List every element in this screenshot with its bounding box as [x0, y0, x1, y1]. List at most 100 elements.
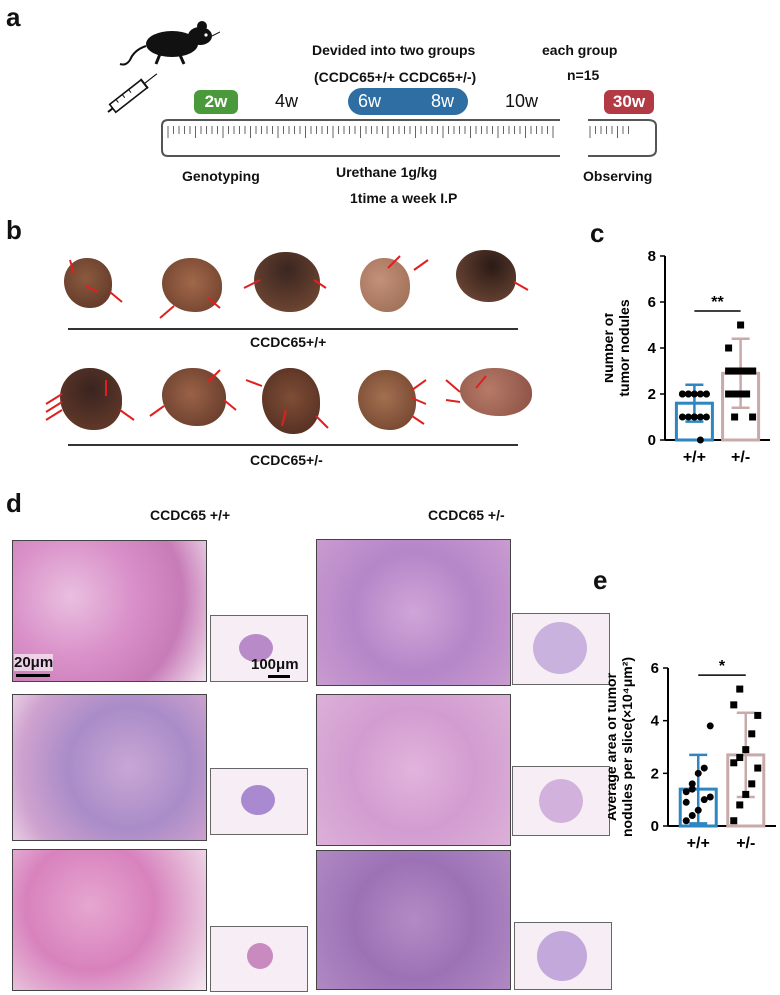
- data-point: [748, 780, 756, 788]
- y-tick-label: 8: [648, 248, 656, 265]
- data-point: [682, 798, 690, 806]
- data-point: [684, 390, 692, 398]
- week-4-label: 4w: [275, 91, 299, 111]
- observing-label: Observing: [583, 168, 653, 184]
- data-point: [678, 390, 686, 398]
- liver-photo: [358, 370, 416, 430]
- significance-marker: *: [719, 658, 726, 675]
- y-tick-label: 0: [651, 818, 659, 835]
- y-axis-label-line2: nodules per slice(×10⁴μm²): [619, 657, 635, 837]
- panel-letter-d: d: [6, 488, 22, 518]
- x-tick-label: +/+: [683, 449, 706, 466]
- liver-photos: [40, 240, 540, 480]
- data-point: [690, 413, 698, 421]
- n-text: n=15: [567, 67, 600, 83]
- histology-thumbnail: [210, 768, 308, 835]
- data-point: [688, 785, 696, 793]
- chart-c: 0 2 4 6 8 Number of tumor nodules +/+ +/- **: [600, 242, 780, 472]
- data-point: [749, 413, 757, 421]
- histology-thumbnail: [512, 613, 610, 685]
- histology-thumbnail: [512, 766, 610, 836]
- data-point: [706, 722, 714, 730]
- scale-bar-20um-label: 20μm: [14, 654, 54, 671]
- urethane-label: Urethane 1g/kg: [336, 164, 438, 180]
- liver-photo: [60, 368, 122, 430]
- y-axis-label-line1: Number of: [605, 313, 616, 383]
- liver-photo: [162, 258, 222, 312]
- row2-divider: [68, 444, 518, 446]
- groups-text-line1: Devided into two groups: [312, 42, 476, 58]
- data-point: [706, 793, 714, 801]
- data-point: [730, 701, 738, 709]
- data-point: [748, 730, 756, 738]
- genotyping-label: Genotyping: [182, 168, 260, 184]
- week-10-label: 10w: [505, 91, 539, 111]
- chart-e: 0 2 4 6 Average area of tumor nodules per sli…: [603, 610, 780, 858]
- data-point: [682, 817, 690, 825]
- liver-photo: [460, 368, 532, 416]
- timeline-ruler: [160, 118, 660, 158]
- panel-letter-c: c: [590, 218, 605, 248]
- data-point: [742, 746, 750, 754]
- data-point: [684, 413, 692, 421]
- histology-thumbnail: [210, 926, 308, 992]
- histology-image: [12, 694, 207, 841]
- scale-bar-100um-label: 100μm: [251, 656, 299, 673]
- tumor-arrows: [45, 255, 529, 429]
- histology-image: [316, 850, 511, 990]
- x-tick-label: +/-: [736, 835, 755, 852]
- data-point: [743, 367, 751, 375]
- data-point: [742, 790, 750, 798]
- data-point: [749, 367, 757, 375]
- y-tick-label: 4: [651, 713, 660, 730]
- data-point: [737, 367, 745, 375]
- data-point: [725, 367, 733, 375]
- bar: [674, 401, 714, 442]
- data-point: [700, 764, 708, 772]
- data-point: [696, 390, 704, 398]
- data-point: [696, 436, 704, 444]
- y-tick-label: 4: [648, 340, 657, 357]
- panel-letter-b: b: [6, 215, 22, 245]
- data-point: [736, 754, 744, 762]
- week-2-badge: 2w: [194, 90, 238, 114]
- histology-wt-title: CCDC65 +/+: [150, 507, 231, 523]
- data-point: [725, 344, 733, 352]
- data-point: [754, 711, 762, 719]
- scale-bar-100um: [268, 675, 290, 678]
- histology-image: [316, 539, 511, 686]
- ccdc65-wt-label: CCDC65+/+: [250, 334, 327, 350]
- data-point: [754, 764, 762, 772]
- data-point: [743, 390, 751, 398]
- data-point: [737, 390, 745, 398]
- panel-letter-a: a: [6, 2, 21, 32]
- data-point: [731, 413, 739, 421]
- row1-divider: [68, 328, 518, 330]
- data-point: [690, 390, 698, 398]
- week-30-badge: 30w: [604, 90, 654, 114]
- histology-thumbnail: [210, 615, 308, 682]
- significance-marker: **: [711, 294, 724, 311]
- schedule-label: 1time a week I.P: [350, 190, 458, 206]
- data-point: [730, 817, 738, 825]
- data-point: [731, 367, 739, 375]
- panel-letter-e: e: [593, 565, 608, 595]
- y-tick-label: 6: [651, 660, 659, 677]
- liver-photo: [360, 258, 410, 312]
- data-point: [725, 390, 733, 398]
- data-point: [682, 788, 690, 796]
- liver-photo: [162, 368, 226, 426]
- data-point: [702, 413, 710, 421]
- y-axis-label-line1: Average area of tumor: [608, 672, 619, 821]
- histology-image: [316, 694, 511, 846]
- x-tick-label: +/+: [687, 835, 710, 852]
- data-point: [737, 321, 745, 329]
- data-point: [694, 769, 702, 777]
- data-point: [736, 685, 744, 693]
- y-tick-label: 2: [648, 386, 656, 403]
- data-point: [731, 390, 739, 398]
- scale-bar-20um: [16, 674, 50, 677]
- mouse-syringe-illustration: [100, 14, 221, 114]
- data-point: [730, 759, 738, 767]
- data-point: [700, 796, 708, 804]
